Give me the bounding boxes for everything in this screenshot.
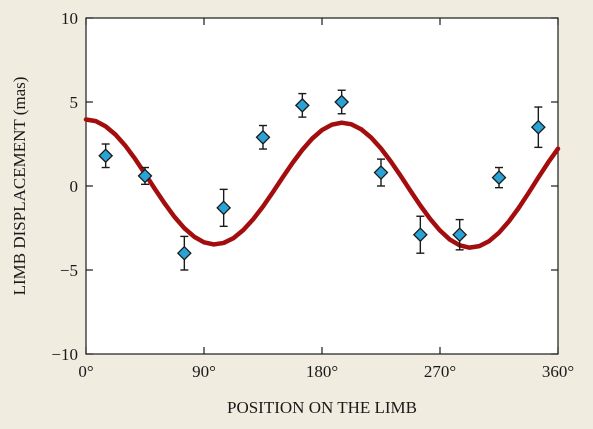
ticks: 0° 90° 180° 270° 360° −10 −5 0 5 10 xyxy=(51,9,574,381)
x-tick-label: 270° xyxy=(424,362,456,381)
y-tick-label: −5 xyxy=(60,261,78,280)
data-points-layer xyxy=(98,89,546,271)
fit-curve-layer xyxy=(83,117,561,250)
data-point xyxy=(373,165,389,180)
data-point xyxy=(176,245,192,261)
fit-curve xyxy=(83,117,561,250)
data-point xyxy=(294,97,310,113)
data-point xyxy=(216,200,232,216)
x-tick-label: 0° xyxy=(78,362,93,381)
x-tick-label: 360° xyxy=(542,362,574,381)
data-point xyxy=(98,148,114,164)
plot-frame xyxy=(85,17,559,355)
x-tick-label: 180° xyxy=(306,362,338,381)
y-tick-label: 10 xyxy=(61,9,78,28)
x-axis-label: POSITION ON THE LIMB xyxy=(227,398,417,417)
data-point xyxy=(255,129,271,145)
x-tick-label: 90° xyxy=(192,362,216,381)
data-point xyxy=(452,227,468,243)
y-tick-label: 5 xyxy=(70,93,79,112)
plot-area xyxy=(85,17,559,355)
y-tick-label: −10 xyxy=(51,345,78,364)
data-point xyxy=(491,170,507,186)
data-point xyxy=(137,168,153,184)
data-point xyxy=(530,119,546,135)
data-point xyxy=(412,227,428,243)
y-tick-label: 0 xyxy=(70,177,79,196)
y-axis-label: LIMB DISPLACEMENT (mas) xyxy=(10,77,29,296)
data-point xyxy=(334,94,350,110)
